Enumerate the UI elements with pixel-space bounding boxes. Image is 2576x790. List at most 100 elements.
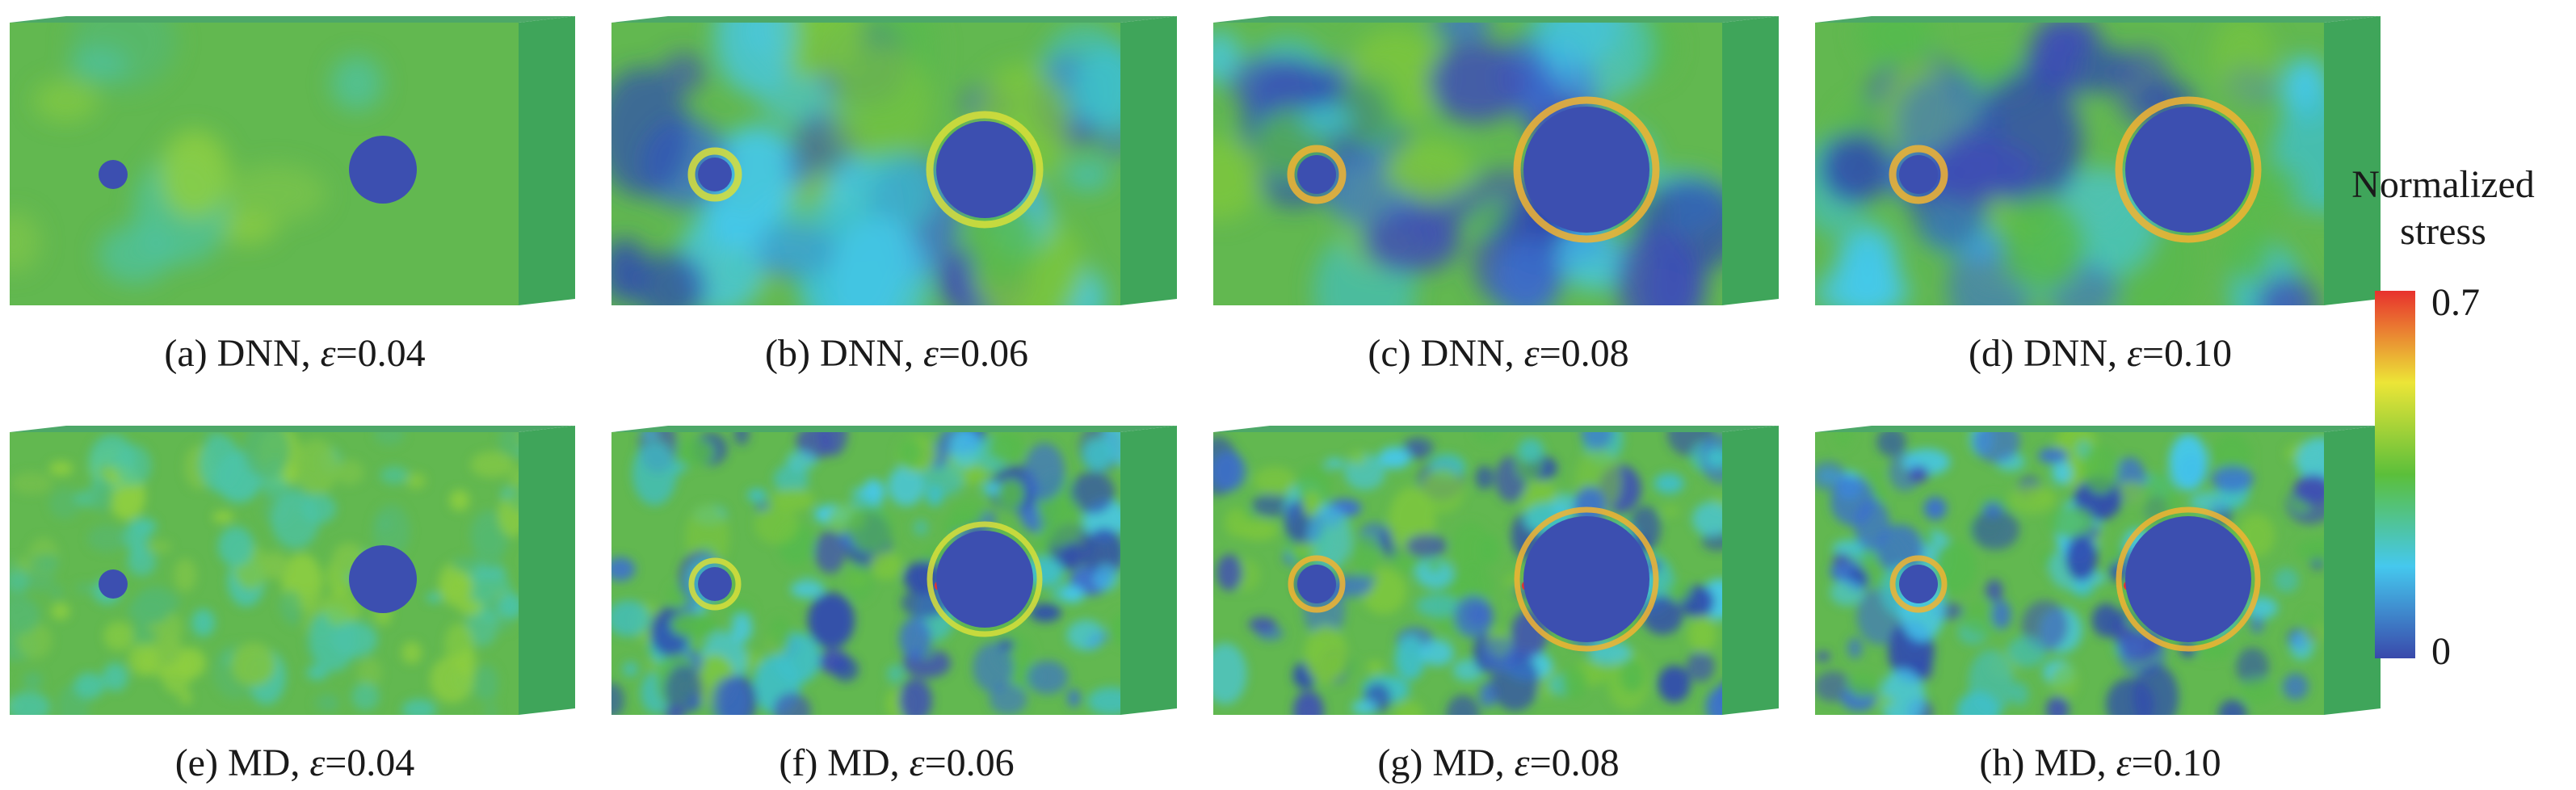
stress-field-render: [611, 426, 1177, 715]
slab-image: [1213, 424, 1787, 723]
slab-top-face: [1815, 16, 2381, 23]
stress-field-render: [1815, 426, 2381, 715]
slab-side-face: [1120, 16, 1177, 305]
caption-tag: (c): [1368, 332, 1411, 375]
slab-image: [10, 15, 583, 313]
slab-side-face: [1722, 426, 1779, 715]
slab-side-face: [2324, 426, 2381, 715]
caption-strain-symbol: ε: [922, 332, 939, 375]
panel-caption: (d) DNN, ε=0.10: [1969, 332, 2232, 375]
colorbar-min-label: 0: [2431, 630, 2451, 673]
panel-caption: (f) MD, ε=0.06: [779, 742, 1015, 784]
pore-stress-ring: [1288, 555, 1346, 613]
caption-strain-value: =0.04: [335, 332, 426, 375]
caption-tag: (h): [1979, 742, 2025, 784]
caption-strain-value: =0.06: [924, 742, 1015, 784]
caption-method: DNN: [2023, 332, 2107, 375]
caption-tag: (e): [174, 742, 218, 784]
caption-tag: (f): [779, 742, 818, 784]
large-pore: [2125, 107, 2251, 233]
caption-strain-value: =0.08: [1539, 332, 1629, 375]
small-pore: [698, 567, 732, 601]
caption-tag: (d): [1969, 332, 2014, 375]
large-pore: [1523, 107, 1649, 233]
pore-stress-ring: [687, 147, 742, 202]
pore-stress-ring: [1889, 555, 1948, 613]
slab-side-face: [519, 426, 575, 715]
panel-caption: (b) DNN, ε=0.06: [765, 332, 1028, 375]
stress-texture: [10, 432, 519, 715]
pore-stress-ring: [926, 111, 1044, 229]
slab-top-face: [1213, 426, 1779, 432]
caption-method: MD: [1432, 742, 1495, 784]
small-pore: [1899, 565, 1938, 603]
caption-strain-value: =0.06: [938, 332, 1028, 375]
caption-strain-value: =0.10: [2131, 742, 2221, 784]
large-pore: [2125, 516, 2251, 642]
slab-image: [1815, 424, 2389, 723]
caption-method: DNN: [1420, 332, 1505, 375]
stress-field-render: [10, 16, 575, 305]
stress-texture: [1815, 23, 2324, 305]
small-pore: [1297, 155, 1336, 194]
panel-caption: (h) MD, ε=0.10: [1979, 742, 2221, 784]
caption-tag: (b): [765, 332, 810, 375]
stress-field-render: [611, 16, 1177, 305]
stress-texture: [10, 23, 383, 284]
slab-image: [10, 424, 583, 723]
slab-side-face: [2324, 16, 2381, 305]
pore-stress-ring: [1514, 506, 1659, 652]
slab-side-face: [1120, 426, 1177, 715]
colorbar-title-line2: stress: [2400, 210, 2486, 253]
caption-strain-symbol: ε: [2116, 742, 2132, 784]
stress-field-render: [1213, 16, 1779, 305]
caption-tag: (a): [164, 332, 208, 375]
caption-strain-symbol: ε: [1514, 742, 1530, 784]
panel-caption: (c) DNN, ε=0.08: [1368, 332, 1629, 375]
colorbar-legend: Normalized stress 0.7 0: [2310, 162, 2576, 679]
caption-strain-symbol: ε: [909, 742, 925, 784]
caption-strain-value: =0.04: [325, 742, 415, 784]
small-pore: [1297, 565, 1336, 603]
colorbar-max-label: 0.7: [2431, 281, 2480, 324]
slab-top-face: [1815, 426, 2381, 432]
slab-top-face: [611, 426, 1177, 432]
caption-strain-symbol: ε: [2126, 332, 2142, 375]
slab-image: [1213, 15, 1787, 313]
caption-method: MD: [227, 742, 291, 784]
large-pore: [936, 531, 1033, 628]
slab-side-face: [1722, 16, 1779, 305]
pore-stress-ring: [2116, 506, 2261, 652]
caption-strain-value: =0.10: [2141, 332, 2232, 375]
stress-field-render: [1213, 426, 1779, 715]
caption-method: DNN: [819, 332, 904, 375]
stress-field-render: [10, 426, 575, 715]
small-pore: [99, 569, 128, 599]
caption-method: MD: [2034, 742, 2097, 784]
stress-field-render: [1815, 16, 2381, 305]
slab-image: [611, 424, 1185, 723]
large-pore: [349, 136, 417, 204]
slab-top-face: [10, 16, 575, 23]
colorbar-title: Normalized stress: [2310, 162, 2576, 255]
slab-top-face: [1213, 16, 1779, 23]
small-pore: [698, 158, 732, 191]
caption-method: MD: [827, 742, 890, 784]
small-pore: [99, 160, 128, 189]
panel-caption: (e) MD, ε=0.04: [174, 742, 415, 784]
pore-stress-ring: [1287, 145, 1347, 204]
large-pore: [349, 545, 417, 613]
pore-stress-ring: [1889, 145, 1948, 204]
slab-top-face: [611, 16, 1177, 23]
slab-top-face: [10, 426, 575, 432]
large-pore: [936, 121, 1033, 218]
colorbar-title-line1: Normalized: [2351, 163, 2535, 206]
caption-strain-symbol: ε: [309, 742, 326, 784]
pore-stress-ring: [2115, 96, 2262, 243]
caption-tag: (g): [1377, 742, 1423, 784]
caption-method: DNN: [216, 332, 301, 375]
slab-image: [1815, 15, 2389, 313]
caption-strain-symbol: ε: [320, 332, 336, 375]
slab-image: [611, 15, 1185, 313]
